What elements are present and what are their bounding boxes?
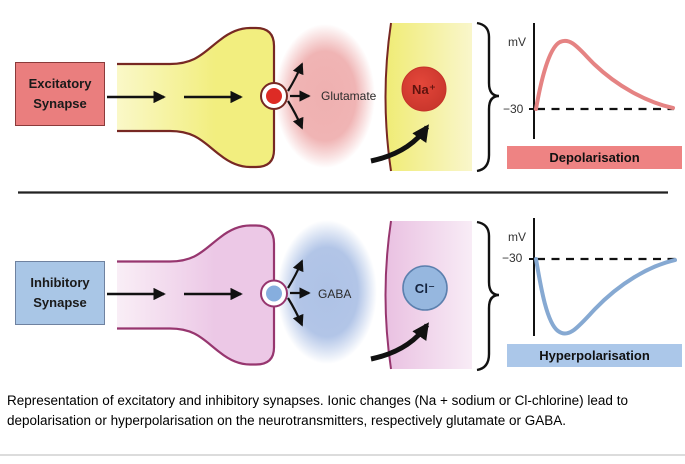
glutamate-label: Glutamate — [321, 89, 377, 103]
inhibitory-synapse-label: Inhibitory Synapse — [15, 261, 105, 325]
inhibitory-panel — [107, 218, 677, 372]
excitatory-panel — [107, 21, 675, 173]
sodium-ion-circle — [401, 66, 447, 112]
minus30-label-excitatory: −30 — [503, 102, 524, 116]
figure-caption: Representation of excitatory and inhibit… — [7, 393, 628, 428]
y-axis-label-excitatory: mV — [508, 35, 526, 49]
depolarisation-banner: Depolarisation — [507, 146, 682, 169]
depolarisation-graph — [529, 23, 675, 139]
chloride-ion-label: Cl⁻ — [414, 281, 436, 296]
release-arrows-excitatory — [287, 62, 311, 130]
minus30-label-inhibitory: −30 — [502, 251, 523, 265]
gaba-cloud — [277, 220, 377, 364]
release-arrows-inhibitory — [287, 259, 311, 327]
ion-influx-arrow-inhibitory — [370, 322, 430, 362]
sodium-ion-label: Na⁺ — [411, 82, 437, 97]
brace-excitatory — [476, 21, 500, 173]
vesicle-excitatory — [266, 88, 282, 104]
y-axis-label-inhibitory: mV — [508, 230, 526, 244]
chloride-ion-circle — [402, 265, 448, 311]
bottom-divider — [0, 454, 685, 456]
ion-influx-arrow-excitatory — [370, 124, 430, 164]
vesicle-inhibitory — [266, 285, 282, 302]
epsp-curve — [534, 38, 675, 111]
hyperpolarisation-banner: Hyperpolarisation — [507, 344, 682, 367]
excitatory-synapse-label: Excitatory Synapse — [15, 62, 105, 126]
ipsp-curve — [534, 257, 677, 336]
hyperpolarisation-graph — [529, 218, 677, 336]
gaba-label: GABA — [318, 287, 352, 301]
brace-inhibitory — [476, 220, 500, 372]
glutamate-cloud — [275, 24, 375, 168]
